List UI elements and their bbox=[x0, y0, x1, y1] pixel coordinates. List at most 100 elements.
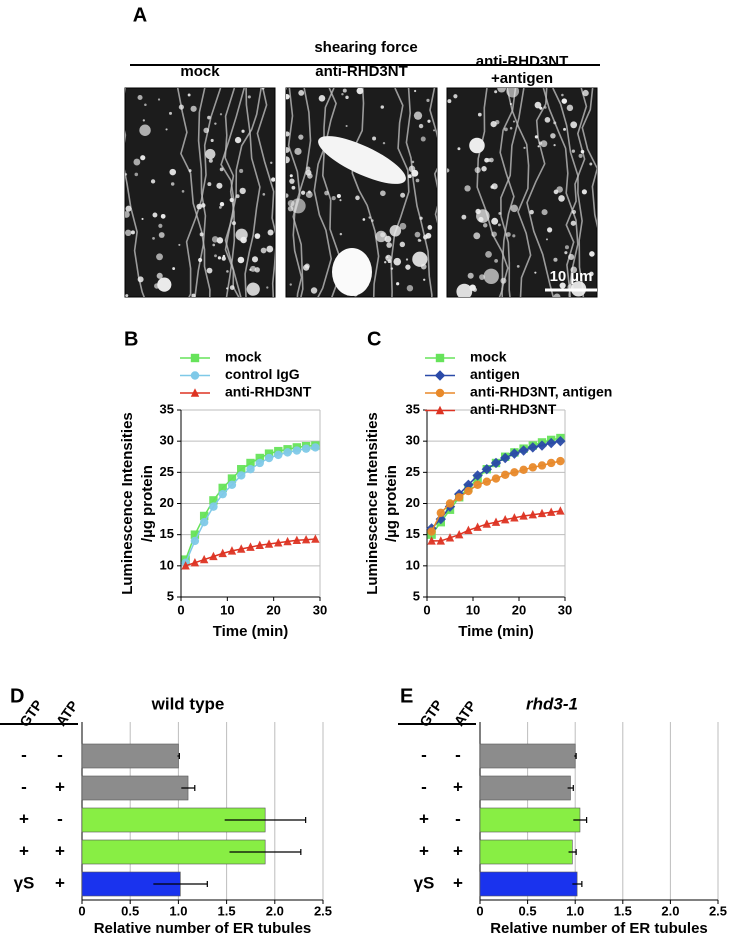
row-cell: γS bbox=[14, 873, 35, 892]
row-cell: γS bbox=[414, 873, 435, 892]
er-tubule bbox=[542, 88, 579, 297]
y-tick-label: 15 bbox=[160, 526, 174, 541]
er-spot bbox=[420, 136, 426, 142]
legend-marker bbox=[435, 405, 445, 415]
er-spot bbox=[150, 179, 156, 184]
er-spot bbox=[208, 158, 213, 163]
marker bbox=[427, 527, 436, 536]
er-spot bbox=[386, 256, 389, 259]
er-spot bbox=[504, 127, 508, 132]
x-tick-label: 2.5 bbox=[709, 903, 727, 918]
marker bbox=[546, 437, 557, 449]
y-tick-label: 5 bbox=[413, 588, 420, 603]
er-spot bbox=[156, 253, 163, 261]
row-cell: + bbox=[419, 841, 429, 860]
er-spot bbox=[566, 104, 574, 112]
er-spot bbox=[506, 88, 520, 98]
er-spot bbox=[289, 174, 293, 178]
row-cell: + bbox=[419, 809, 429, 828]
er-spot bbox=[568, 253, 575, 260]
er-spot bbox=[570, 266, 578, 274]
er-spot bbox=[169, 111, 173, 115]
er-spot bbox=[419, 216, 423, 220]
bar bbox=[479, 807, 581, 833]
er-spot bbox=[271, 177, 275, 182]
marker bbox=[528, 510, 537, 519]
marker bbox=[491, 517, 501, 526]
bar bbox=[479, 871, 578, 897]
row-cell: + bbox=[55, 841, 65, 860]
er-spot bbox=[494, 90, 498, 94]
er-spot bbox=[481, 166, 487, 172]
marker bbox=[311, 534, 320, 543]
row-cell: - bbox=[21, 777, 27, 796]
er-spot bbox=[426, 98, 430, 102]
er-tubule bbox=[256, 88, 275, 297]
marker bbox=[227, 546, 237, 555]
marker bbox=[246, 542, 255, 551]
er-spot bbox=[500, 277, 507, 284]
marker bbox=[473, 480, 482, 489]
er-spot bbox=[393, 257, 402, 266]
scale-bar-label: 10 µm bbox=[550, 268, 593, 285]
er-spot bbox=[408, 165, 416, 173]
marker bbox=[209, 496, 218, 505]
er-spot bbox=[375, 230, 387, 243]
er-spot bbox=[553, 293, 561, 297]
er-spot bbox=[407, 174, 412, 179]
er-spot bbox=[355, 195, 360, 201]
marker bbox=[464, 525, 473, 535]
x-tick-label: 1.0 bbox=[566, 903, 584, 918]
er-spot bbox=[489, 157, 494, 163]
er-spot bbox=[427, 225, 433, 230]
er-spot bbox=[144, 103, 147, 107]
er-tubule bbox=[313, 88, 337, 297]
marker bbox=[445, 533, 455, 542]
er-spot bbox=[380, 105, 385, 109]
er-spot bbox=[497, 88, 507, 93]
er-spot bbox=[210, 138, 214, 142]
er-spot bbox=[477, 112, 482, 117]
y-tick-label: 30 bbox=[160, 433, 174, 448]
y-tick-label: 35 bbox=[160, 401, 174, 416]
legend-label: anti-RHD3NT, antigen bbox=[470, 384, 612, 400]
aggregate bbox=[332, 248, 372, 296]
marker bbox=[481, 464, 492, 475]
marker bbox=[255, 453, 264, 463]
er-spot bbox=[544, 117, 551, 123]
er-spot bbox=[156, 272, 163, 279]
er-spot bbox=[529, 209, 534, 215]
er-spot bbox=[158, 232, 165, 238]
row-cell: + bbox=[453, 841, 463, 860]
panel-label: D bbox=[10, 685, 24, 707]
er-spot bbox=[498, 211, 502, 215]
er-spot bbox=[266, 245, 274, 253]
er-spot bbox=[324, 190, 329, 196]
er-spot bbox=[331, 195, 336, 201]
y-tick-label: 25 bbox=[160, 464, 174, 479]
er-spot bbox=[199, 232, 204, 237]
er-spot bbox=[205, 148, 216, 160]
er-spot bbox=[216, 182, 223, 189]
x-axis-label: Time (min) bbox=[458, 623, 534, 640]
er-spot bbox=[181, 190, 185, 193]
er-spot bbox=[457, 147, 461, 151]
er-spot bbox=[512, 234, 516, 238]
er-spot bbox=[298, 89, 305, 96]
er-spot bbox=[290, 198, 306, 214]
er-spot bbox=[229, 197, 234, 203]
er-spot bbox=[226, 287, 229, 290]
er-spot bbox=[286, 131, 290, 137]
marker bbox=[264, 539, 274, 548]
er-spot bbox=[372, 136, 377, 141]
x-tick-label: 0 bbox=[476, 903, 483, 918]
x-tick-label: 0.5 bbox=[121, 903, 139, 918]
er-spot bbox=[578, 153, 583, 158]
er-spot bbox=[469, 137, 485, 154]
marker bbox=[527, 442, 538, 453]
er-spot bbox=[356, 88, 364, 95]
er-spot bbox=[582, 89, 589, 97]
er-spot bbox=[158, 223, 163, 228]
marker bbox=[556, 506, 565, 515]
er-spot bbox=[235, 194, 240, 199]
